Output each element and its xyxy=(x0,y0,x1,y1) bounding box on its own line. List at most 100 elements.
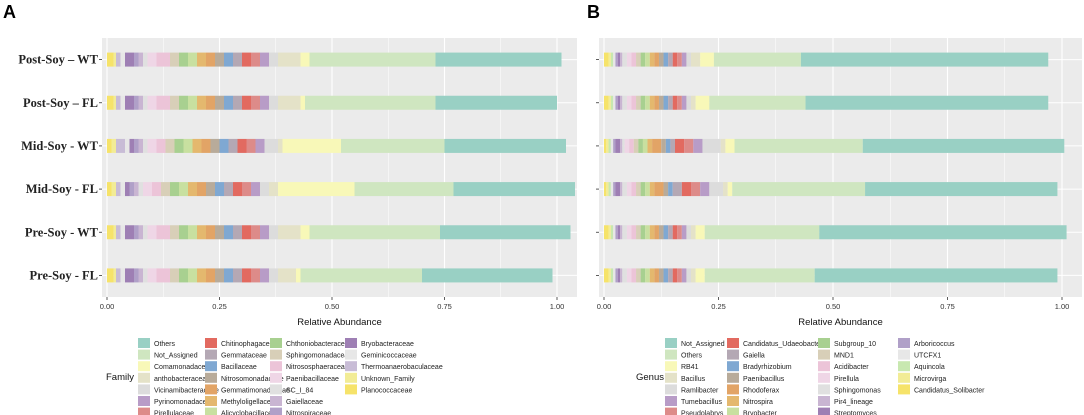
bar-segment-chthoniobacteraceae xyxy=(170,182,179,197)
legend-label-paenibacillus: Paenibacillus xyxy=(743,376,785,383)
bar-segment-mnd1 xyxy=(636,225,641,240)
bar-segment-subgroup-10 xyxy=(640,182,646,197)
legend-label-chthoniobacteraceae: Chthoniobacteraceae xyxy=(286,341,353,348)
bar-segment-sphingomonadaceae xyxy=(170,225,179,240)
legend-swatch-sphingomonas xyxy=(818,384,830,395)
bar-segment-nitrosomonadaceae xyxy=(215,268,224,283)
bar-segment-bacillaceae xyxy=(224,225,233,240)
legend-label-not-assigned: Not_Assigned xyxy=(154,353,198,360)
bar-segment-sphingomonadaceae xyxy=(170,52,179,67)
legend-label-microvirga: Microvirga xyxy=(914,376,946,383)
y-tick-label: Mid-Soy - WT xyxy=(21,139,99,153)
bar-segment-anthobacteraceae xyxy=(278,225,301,240)
legend-label-methyloligellaceae: Methyloligellaceae xyxy=(221,399,279,406)
bar-segment-bradyrhizobium xyxy=(665,138,671,153)
bar-segment-comamonadaceae xyxy=(300,52,310,67)
legend-label-ramlibacter: Ramlibacter xyxy=(681,387,719,394)
bar-segment-nitrososphaeraceae xyxy=(156,225,170,240)
bar-segment-ramlibacter xyxy=(686,268,692,283)
legend-swatch-chthoniobacteraceae xyxy=(270,338,282,348)
bar-segment-ramlibacter xyxy=(686,225,692,240)
bar-segment-mnd1 xyxy=(636,268,641,283)
bar-segment-pir4-lineage xyxy=(620,268,623,283)
bar-segment-chitinophagaceae xyxy=(242,268,251,283)
bar-segment-acidibacter xyxy=(631,268,637,283)
bar-segment-comamonadaceae xyxy=(296,268,301,283)
legend-swatch-microvirga xyxy=(898,372,910,383)
legend-swatch-rhodoferax xyxy=(727,384,739,395)
bar-segment-acidibacter xyxy=(631,225,637,240)
bar-segment-pseudolabrys xyxy=(684,138,694,153)
bar-segment-alicyclobacillaceae xyxy=(179,182,188,197)
legend-label-geminicoccaceae: Geminicoccaceae xyxy=(361,353,417,360)
legend-label-sc-i-84: SC_I_84 xyxy=(286,387,313,394)
bar-segment-others xyxy=(704,225,820,240)
legend-swatch-methyloligellaceae xyxy=(205,396,217,406)
bar-segment-others xyxy=(453,182,575,197)
x-tick-label: 0.00 xyxy=(100,302,115,311)
legend-swatch-paenibacillaceae xyxy=(270,372,282,383)
bar-segment-bacillus xyxy=(720,138,726,153)
bar-segment-bryobacter xyxy=(645,225,650,240)
bar-segment-gaiella xyxy=(672,182,682,197)
bar-segment-nitrososphaeraceae xyxy=(152,182,161,197)
bar-segment-chitinophagaceae xyxy=(237,138,247,153)
bar-segment-rb41 xyxy=(695,268,705,283)
bar-segment-chitinophagaceae xyxy=(242,52,251,67)
bar-segment-acidibacter xyxy=(629,138,634,153)
bar-segment-candidatus-solibacter xyxy=(604,95,609,110)
legend-swatch-tumebacillus xyxy=(665,396,677,406)
bar-segment-gemmataceae xyxy=(233,52,242,67)
bar-segment-aquincola xyxy=(608,182,611,197)
bar-segment-sc-i-84 xyxy=(143,52,148,67)
bar-segment-geminicoccaceae xyxy=(125,138,130,153)
legend-swatch-not-assigned xyxy=(138,349,150,360)
bar-segment-rhodoferax xyxy=(654,182,664,197)
bar-segment-not-assigned xyxy=(354,182,454,197)
bar-segment-methyloligellaceae xyxy=(197,52,206,67)
bar-segment-comamonadaceae xyxy=(282,138,341,153)
bar-segment-tumebacillus xyxy=(693,138,703,153)
bar-segment-bacillaceae xyxy=(224,268,233,283)
bar-segment-rb41 xyxy=(700,52,714,67)
legend-swatch-gemmatimonadaceae xyxy=(205,384,217,395)
legend-swatch-gemmataceae xyxy=(205,349,217,360)
legend-swatch-nitrospiraceae xyxy=(270,407,282,415)
legend-label-arboricoccus: Arboricoccus xyxy=(914,341,955,348)
bar-segment-alicyclobacillaceae xyxy=(183,138,193,153)
bar-segment-streptomyces xyxy=(617,52,621,67)
bar-segment-streptomyces xyxy=(617,95,621,110)
legend-swatch-candidatus-solibacter xyxy=(898,384,910,395)
bar-segment-rhodoferax xyxy=(654,52,659,67)
bar-segment-sphingomonadaceae xyxy=(170,268,179,283)
legend-swatch-paenibacillus xyxy=(727,372,739,383)
bar-segment-gemmatimonadaceae xyxy=(206,95,215,110)
bar-segment-pyrinomonadaceae xyxy=(260,95,269,110)
legend-swatch-mnd1 xyxy=(818,349,830,360)
bar-segment-rhodoferax xyxy=(654,95,659,110)
bar-segment-pirellula xyxy=(626,225,632,240)
x-tick-label: 1.00 xyxy=(550,302,565,311)
bar-segment-thermoanaerobaculaceae xyxy=(116,225,121,240)
legend-swatch-nitrosomonadaceae xyxy=(205,372,217,383)
legend-swatch-candidatus-udaeobacter xyxy=(727,338,739,348)
bar-segment-ramlibacter xyxy=(686,95,692,110)
bar-segment-not-assigned xyxy=(865,182,1058,197)
legend-swatch-pir4-lineage xyxy=(818,396,830,406)
bar-segment-alicyclobacillaceae xyxy=(188,95,197,110)
bar-segment-pirellulaceae xyxy=(251,268,260,283)
legend-label-chitinophagaceae: Chitinophagaceae xyxy=(221,341,278,348)
legend-swatch-aquincola xyxy=(898,361,910,372)
legend-label-nitrosomonadaceae: Nitrosomonadaceae xyxy=(221,376,284,383)
bar-segment-pirellulaceae xyxy=(251,95,260,110)
bar-segment-pyrinomonadaceae xyxy=(260,268,269,283)
bar-segment-arboricoccus xyxy=(615,95,618,110)
bar-segment-bacillus xyxy=(691,52,701,67)
legend-swatch-pirellulaceae xyxy=(138,407,150,415)
bar-segment-geminicoccaceae xyxy=(120,52,125,67)
bar-segment-vicinamibacteraceae xyxy=(260,182,269,197)
legend-label-vicinamibacteraceae: Vicinamibacteraceae xyxy=(154,387,219,394)
bar-segment-bacillus xyxy=(691,225,696,240)
bar-segment-alicyclobacillaceae xyxy=(188,52,197,67)
x-tick-label: 0.50 xyxy=(325,302,340,311)
